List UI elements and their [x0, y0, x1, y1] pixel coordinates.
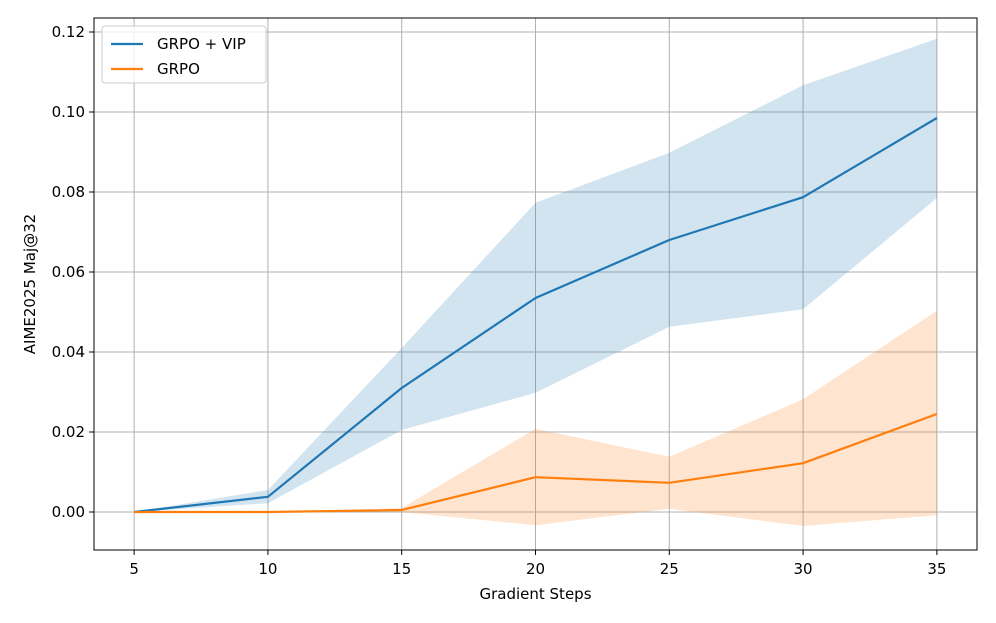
y-tick-label-4: 0.08	[52, 183, 85, 201]
line-series-0	[134, 117, 938, 514]
line-series-1	[134, 412, 938, 514]
grid	[94, 18, 977, 550]
y-tick-label-0: 0.00	[52, 503, 85, 521]
y-tick-label-3: 0.06	[52, 263, 85, 281]
series-lines	[134, 117, 938, 514]
legend-label-grpo-vip: GRPO + VIP	[157, 35, 246, 53]
y-tick-label-5: 0.10	[52, 103, 85, 121]
band-series-0	[134, 38, 937, 513]
x-tick-label-2: 15	[392, 560, 411, 578]
x-tick-label-5: 30	[794, 560, 813, 578]
legend-label-grpo: GRPO	[157, 60, 200, 78]
y-tick-label-6: 0.12	[52, 23, 85, 41]
y-tick-label-2: 0.04	[52, 343, 85, 361]
y-tick-label-1: 0.02	[52, 423, 85, 441]
x-tick-label-6: 35	[927, 560, 946, 578]
y-axis-label: AIME2025 Maj@32	[21, 214, 39, 354]
axis-ticks: 5 10 15 20 25 30 35 0.00 0.02 0.04 0.06 0.08 0.10 0.1…	[52, 23, 947, 578]
x-tick-label-1: 10	[258, 560, 277, 578]
legend: GRPO + VIP GRPO	[101, 25, 267, 84]
x-axis-label: Gradient Steps	[479, 585, 591, 603]
x-tick-label-0: 5	[129, 560, 139, 578]
x-tick-label-3: 20	[526, 560, 545, 578]
x-tick-label-4: 25	[660, 560, 679, 578]
